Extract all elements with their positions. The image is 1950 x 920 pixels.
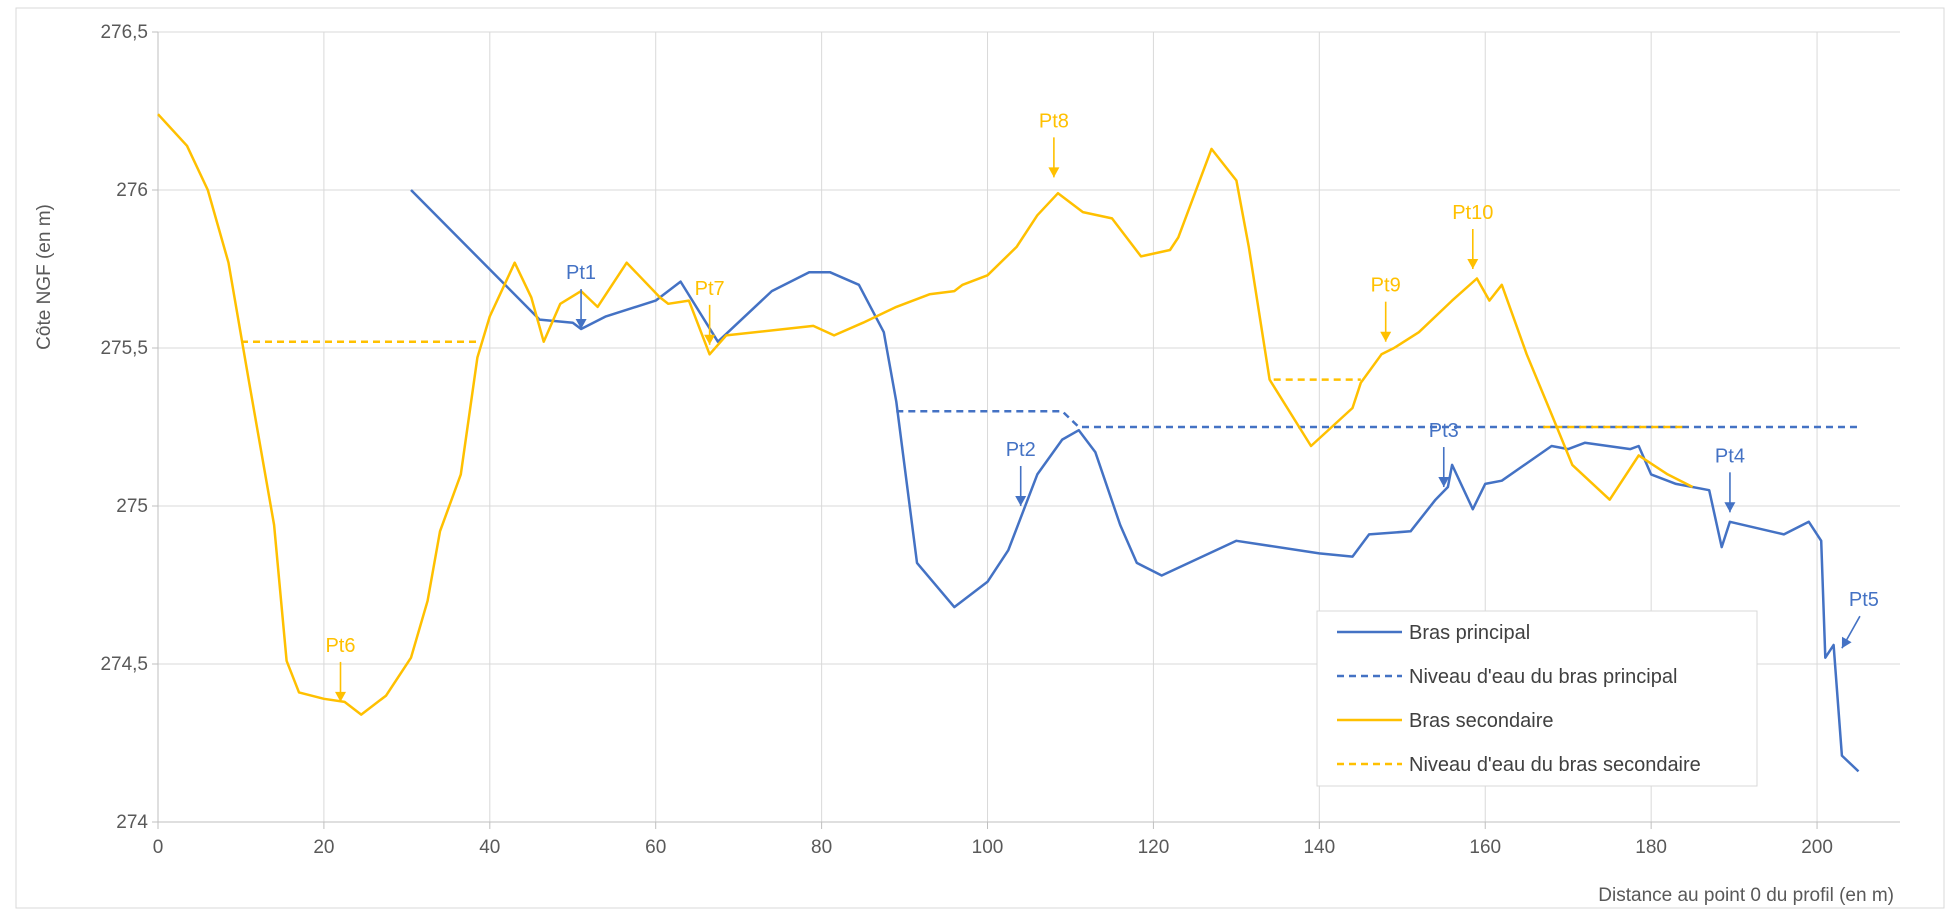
annotation-pt5: Pt5 bbox=[1841, 589, 1879, 649]
series-line-1 bbox=[410, 189, 1860, 773]
arrow-head-icon bbox=[1048, 167, 1060, 178]
legend-label: Bras principal bbox=[1409, 622, 1530, 644]
x-tick-label: 100 bbox=[972, 837, 1004, 858]
x-axis-title: Distance au point 0 du profil (en m) bbox=[1598, 885, 1894, 906]
annotation-label: Pt5 bbox=[1849, 589, 1879, 611]
x-tick-label: 200 bbox=[1801, 837, 1833, 858]
legend-label: Niveau d'eau du bras secondaire bbox=[1409, 754, 1701, 776]
series-line-3 bbox=[157, 113, 1694, 716]
arrow-head-icon bbox=[1841, 636, 1852, 649]
legend: Bras principal Niveau d'eau du bras princ… bbox=[1316, 610, 1758, 787]
annotation-label: Pt1 bbox=[566, 262, 596, 284]
series-line-2 bbox=[896, 409, 1859, 429]
annotation-pt6: Pt6 bbox=[325, 635, 356, 702]
y-tick-label: 276 bbox=[116, 180, 148, 201]
axes: 274 274,5 275 275,5 276 276,5 0 20 40 60 80 100 120 1… bbox=[100, 22, 1900, 858]
arrow-head-icon bbox=[1724, 502, 1736, 513]
annotation-label: Pt8 bbox=[1039, 110, 1069, 132]
arrow-head-icon bbox=[1467, 259, 1479, 269]
annotation-pt3: Pt3 bbox=[1429, 420, 1459, 488]
y-tick-label: 275 bbox=[116, 496, 148, 517]
annotation-pt1: Pt1 bbox=[566, 262, 596, 330]
arrow-head-icon bbox=[1015, 496, 1027, 506]
annotation-pt4: Pt4 bbox=[1715, 445, 1745, 513]
y-tick-label: 274,5 bbox=[100, 654, 148, 675]
annotation-pt9: Pt9 bbox=[1371, 275, 1401, 342]
x-tick-label: 180 bbox=[1635, 837, 1667, 858]
legend-label: Bras secondaire bbox=[1409, 710, 1554, 732]
arrow-head-icon bbox=[1438, 477, 1450, 487]
arrow-head-icon bbox=[575, 319, 587, 329]
arrow-head-icon bbox=[1380, 331, 1392, 342]
annotation-label: Pt10 bbox=[1452, 202, 1493, 224]
y-tick-label: 276,5 bbox=[100, 22, 148, 43]
annotation-label: Pt6 bbox=[325, 635, 355, 657]
x-tick-label: 120 bbox=[1138, 837, 1170, 858]
x-tick-label: 20 bbox=[313, 837, 334, 858]
series-layer bbox=[157, 113, 1860, 773]
y-tick-label: 275,5 bbox=[100, 338, 148, 359]
x-tick-label: 80 bbox=[811, 837, 832, 858]
annotation-pt10: Pt10 bbox=[1452, 202, 1493, 269]
annotation-label: Pt9 bbox=[1371, 275, 1401, 297]
x-tick-label: 0 bbox=[153, 837, 164, 858]
annotation-pt8: Pt8 bbox=[1039, 110, 1069, 178]
series-line-4 bbox=[241, 340, 1685, 429]
x-tick-label: 160 bbox=[1469, 837, 1501, 858]
annotations-layer: Pt1 Pt2 Pt3 Pt4 Pt5 Pt6 Pt7 Pt8 Pt9 Pt10 bbox=[325, 110, 1879, 702]
arrow-head-icon bbox=[335, 691, 346, 702]
x-tick-label: 40 bbox=[479, 837, 500, 858]
annotation-pt7: Pt7 bbox=[695, 278, 725, 345]
y-tick-label: 274 bbox=[116, 812, 148, 833]
annotation-pt2: Pt2 bbox=[1006, 439, 1036, 506]
legend-box bbox=[1316, 610, 1758, 787]
annotation-label: Pt2 bbox=[1006, 439, 1036, 461]
annotation-label: Pt3 bbox=[1429, 420, 1459, 442]
annotation-label: Pt4 bbox=[1715, 445, 1745, 467]
arrow-head-icon bbox=[704, 334, 716, 345]
y-axis-title: Côte NGF (en m) bbox=[34, 204, 55, 350]
x-tick-label: 60 bbox=[645, 837, 666, 858]
legend-label: Niveau d'eau du bras principal bbox=[1409, 666, 1677, 688]
annotation-label: Pt7 bbox=[695, 278, 725, 300]
x-tick-label: 140 bbox=[1303, 837, 1335, 858]
